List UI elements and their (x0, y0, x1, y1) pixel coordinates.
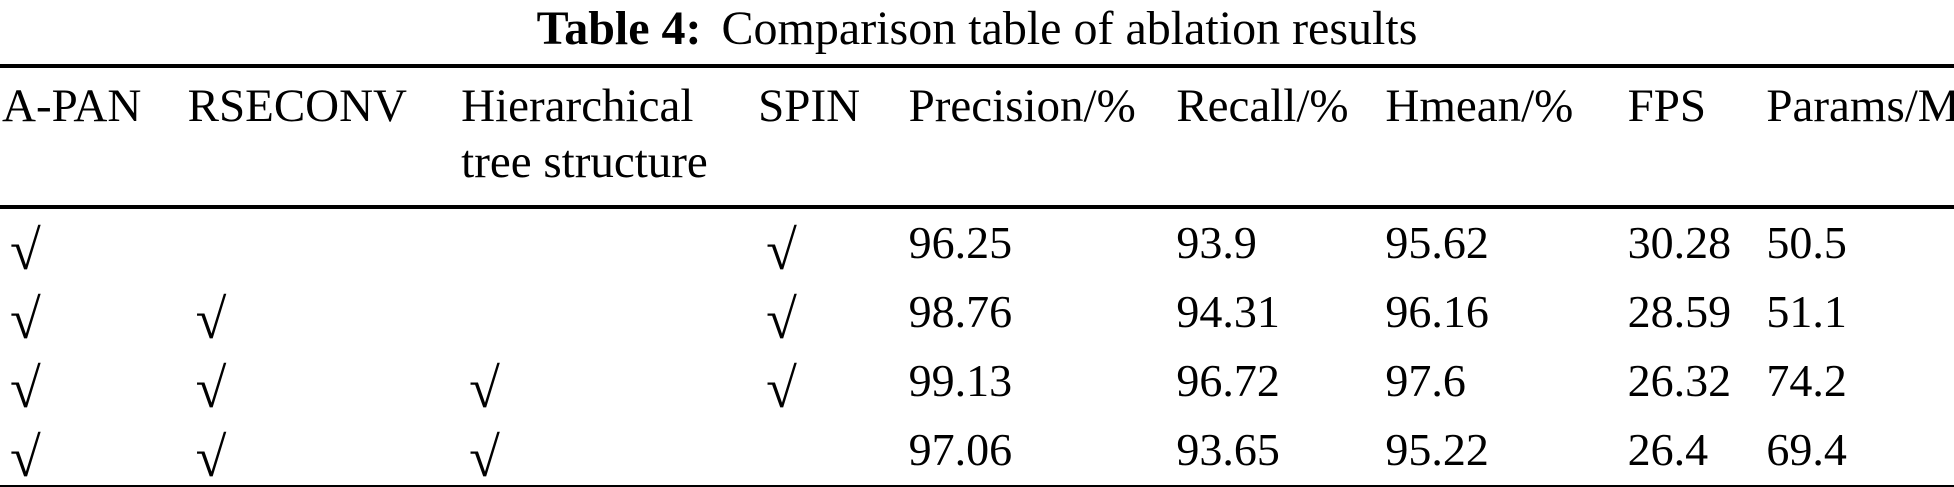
table-caption-text: Comparison table of ablation results (721, 2, 1418, 55)
table-row: √ √ 96.25 93.9 95.62 30.28 50.5 (0, 207, 1954, 283)
checkmark-icon: √ (469, 358, 500, 421)
value-cell: 94.31 (1176, 286, 1280, 338)
value-cell: 50.5 (1766, 217, 1847, 269)
checkmark-icon: √ (766, 289, 797, 352)
table-body: √ √ 96.25 93.9 95.62 30.28 50.5 √ √ √ 98.76 94.31 96… (0, 207, 1954, 487)
checkmark-icon: √ (10, 358, 41, 421)
checkmark-icon: √ (766, 220, 797, 283)
check-cell (756, 416, 906, 487)
check-cell: √ (756, 347, 906, 421)
check-cell: √ (756, 207, 906, 283)
checkmark-icon: √ (469, 427, 500, 487)
column-header-hmean: Hmean/% (1385, 80, 1574, 132)
value-cell: 97.6 (1385, 355, 1466, 407)
table-caption: Table 4: Comparison table of ablation res… (0, 0, 1954, 64)
value-cell: 69.4 (1766, 424, 1847, 476)
table-header-row: A-PAN RSECONV Hierarchical tree structur… (0, 66, 1954, 207)
value-cell: 96.25 (908, 217, 1013, 269)
value-cell: 28.59 (1627, 286, 1732, 338)
checkmark-icon: √ (766, 358, 797, 421)
table-caption-number: Table 4: (536, 2, 702, 55)
value-cell: 93.65 (1176, 424, 1280, 476)
value-cell: 93.9 (1176, 217, 1257, 269)
check-cell (459, 278, 756, 347)
check-cell: √ (0, 347, 186, 421)
column-header-hierarchical-tree-structure: Hierarchical tree structure (461, 80, 708, 189)
column-header-fps: FPS (1627, 80, 1707, 132)
value-cell: 26.4 (1627, 424, 1709, 476)
column-header-params: Params/M (1766, 80, 1954, 132)
check-cell: √ (186, 416, 460, 487)
checkmark-icon: √ (195, 427, 227, 487)
check-cell: √ (459, 416, 756, 487)
table-row: √ √ √ 98.76 94.31 96.16 28.59 51.1 (0, 278, 1954, 352)
checkmark-icon: √ (10, 220, 41, 283)
value-cell: 95.62 (1385, 217, 1489, 269)
check-cell: √ (0, 207, 186, 283)
value-cell: 99.13 (908, 355, 1013, 407)
check-cell (459, 207, 756, 278)
table-header: A-PAN RSECONV Hierarchical tree structur… (0, 66, 1954, 207)
check-cell: √ (0, 278, 186, 352)
check-cell: √ (459, 347, 756, 421)
value-cell: 30.28 (1627, 217, 1732, 269)
column-header-apan: A-PAN (2, 80, 142, 132)
check-cell: √ (0, 416, 186, 487)
ablation-results-table: A-PAN RSECONV Hierarchical tree structur… (0, 64, 1954, 487)
check-cell: √ (186, 347, 460, 421)
value-cell: 95.22 (1385, 424, 1489, 476)
value-cell: 74.2 (1766, 355, 1847, 407)
table-row: √ √ √ √ 99.13 96.72 97.6 26.32 74.2 (0, 347, 1954, 421)
check-cell: √ (186, 278, 460, 352)
checkmark-icon: √ (10, 427, 41, 487)
value-cell: 96.72 (1176, 355, 1280, 407)
checkmark-icon: √ (10, 289, 41, 352)
column-header-precision: Precision/% (908, 80, 1136, 132)
column-header-recall: Recall/% (1176, 80, 1349, 132)
column-header-spin: SPIN (758, 80, 861, 132)
value-cell: 26.32 (1627, 355, 1732, 407)
checkmark-icon: √ (195, 358, 227, 421)
check-cell: √ (756, 278, 906, 352)
check-cell (186, 207, 460, 278)
value-cell: 51.1 (1766, 286, 1847, 338)
value-cell: 98.76 (908, 286, 1013, 338)
checkmark-icon: √ (195, 289, 227, 352)
column-header-rseconv: RSECONV (187, 80, 407, 132)
value-cell: 96.16 (1385, 286, 1489, 338)
value-cell: 97.06 (908, 424, 1013, 476)
table-row: √ √ √ 97.06 93.65 95.22 26.4 69.4 (0, 416, 1954, 487)
